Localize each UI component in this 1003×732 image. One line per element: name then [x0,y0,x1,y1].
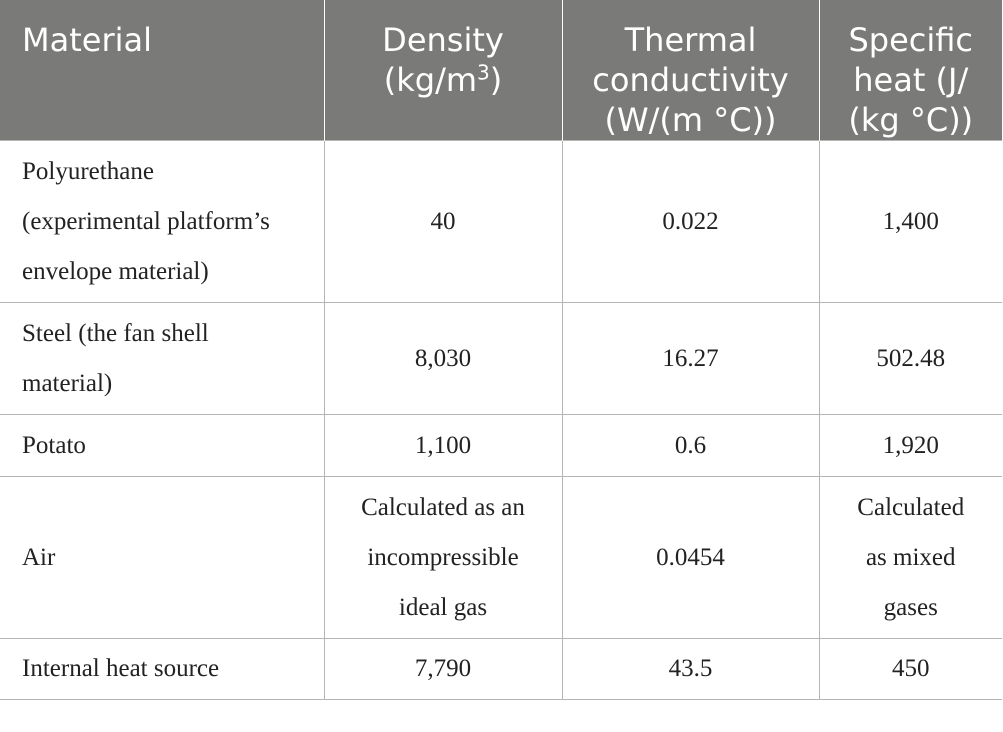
cell-material: Steel (the fan shell material) [0,302,325,415]
cell-density: 1,100 [323,414,563,477]
header-specific-heat: Specific heat (J/ (kg °C)) [819,0,1002,141]
table-row: Potato 1,100 0.6 1,920 [0,414,1002,477]
cell-specific-heat: 450 [818,638,1002,700]
header-thermal-line-2: conductivity [592,61,789,99]
cell-density: 7,790 [323,638,563,700]
cell-thermal-conductivity: 0.022 [561,140,820,303]
cell-thermal-conductivity: 16.27 [561,302,820,415]
cell-thermal-conductivity: 43.5 [561,638,820,700]
cell-density: 8,030 [323,302,563,415]
cell-specific-heat: 502.48 [818,302,1002,415]
header-thermal-conductivity: Thermal conductivity (W/(m °C)) [562,0,820,141]
cell-material: Air [0,476,325,639]
cell-material: Polyurethane (experimental platform’s en… [0,140,325,303]
header-specific-line-2: heat (J/ [853,61,969,99]
header-specific-line-3: (kg °C)) [848,101,974,139]
cell-specific-heat: Calculated as mixed gases [818,476,1002,639]
cell-thermal-conductivity: 0.6 [561,414,820,477]
header-density: Density (kg/m3) [324,0,563,141]
cell-thermal-conductivity: 0.0454 [561,476,820,639]
header-row: Material Density (kg/m3) Thermal conduct… [0,0,1002,141]
table-row: Air Calculated as an incompressible idea… [0,476,1002,639]
table-row: Internal heat source 7,790 43.5 450 [0,638,1002,700]
header-material: Material [0,0,325,141]
table-row: Polyurethane (experimental platform’s en… [0,140,1002,303]
header-thermal-line-1: Thermal [624,21,757,59]
cell-material: Potato [0,414,325,477]
table-row: Steel (the fan shell material) 8,030 16.… [0,302,1002,415]
material-properties-table: Material Density (kg/m3) Thermal conduct… [0,0,1002,700]
cell-specific-heat: 1,920 [818,414,1002,477]
cell-density: Calculated as an incompressible ideal ga… [323,476,563,639]
header-density-line-1: Density [382,21,504,59]
cell-material: Internal heat source [0,638,325,700]
header-specific-line-1: Specific [848,21,974,59]
cell-specific-heat: 1,400 [818,140,1002,303]
header-thermal-line-3: (W/(m °C)) [604,101,777,139]
cell-density: 40 [323,140,563,303]
header-density-line-2: (kg/m3) [383,60,503,99]
